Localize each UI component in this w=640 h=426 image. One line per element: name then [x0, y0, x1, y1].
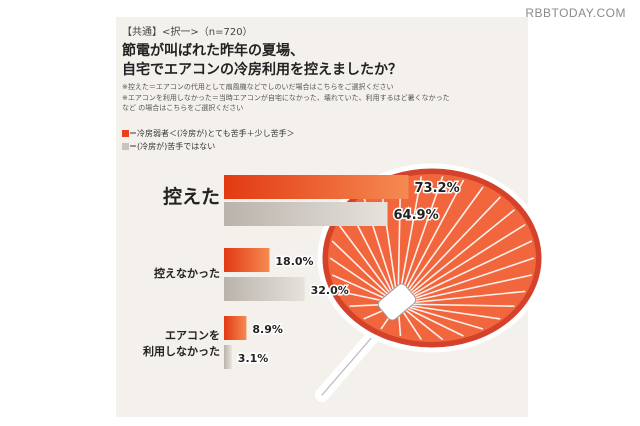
category-label-0-line-1: 控えた	[162, 186, 220, 208]
legend-item-2: ＝(冷房が)苦手ではない	[122, 141, 215, 152]
legend-label-1: ＝冷房弱者＜(冷房が)とても苦手＋少し苦手＞	[129, 129, 295, 138]
legend-item-1: ＝冷房弱者＜(冷房が)とても苦手＋少し苦手＞	[122, 128, 295, 139]
note-1: ※控えた＝エアコンの代用として扇風機などでしのいだ場合はこちらをご選択ください	[122, 83, 394, 91]
fan-neck	[377, 283, 417, 321]
category-label-1-line-1: 控えなかった	[154, 267, 220, 280]
data-label-1-series-0: 18.0%	[275, 255, 313, 268]
fan-rib	[397, 223, 526, 305]
fan-rib	[397, 176, 444, 305]
data-label-2-series-1: 3.1%	[238, 352, 269, 365]
category-label-0: 控えた	[163, 182, 220, 209]
bar-2-series-1	[224, 345, 232, 369]
fan-rib	[331, 240, 399, 305]
fan-rib	[397, 179, 465, 305]
note-3: など の場合はこちらをご選択ください	[122, 104, 244, 112]
fan-rib	[397, 240, 533, 305]
bar-2-series-0	[224, 316, 247, 340]
legend-swatch-2	[122, 143, 129, 150]
data-label-0-series-0: 73.2%	[415, 181, 460, 196]
fan-rib	[397, 303, 484, 330]
fan-rib	[397, 176, 423, 305]
fan-rib	[397, 209, 516, 305]
category-label-1: 控えなかった	[154, 265, 220, 281]
bar-0-series-0	[224, 175, 409, 199]
legend-label-2: ＝(冷房が)苦手ではない	[129, 142, 216, 151]
fan-rib	[397, 179, 402, 305]
watermark: RBBTODAY.COM	[525, 6, 626, 20]
note-2: ※エアコンを利用しなかった＝当時エアコンが自宅になかった、壊れていた、利用するほ…	[122, 94, 450, 102]
bar-1-series-1	[224, 277, 305, 301]
fan-rib	[338, 224, 399, 305]
data-label-2-series-0: 8.9%	[252, 323, 283, 336]
legend-swatch-1	[122, 130, 129, 137]
fan-rib	[397, 290, 526, 305]
fan-illustration	[315, 163, 547, 402]
survey-meta: 【共通】<択一>（n=720）	[122, 27, 253, 38]
fan-rib	[397, 186, 484, 305]
fan-rib	[397, 196, 501, 305]
fan-rib	[397, 303, 501, 320]
data-label-0-series-1: 64.9%	[394, 208, 439, 223]
fan-rib	[397, 257, 535, 305]
category-label-2-line-2: 利用しなかった	[143, 345, 220, 358]
bar-0-series-1	[224, 202, 388, 226]
bars-group: 73.2% 64.9% 18.0% 32.0% 8.9% 3.1%	[224, 175, 461, 369]
data-label-1-series-1: 32.0%	[311, 284, 349, 297]
question-line-2: 自宅でエアコンの冷房利用を控えましたか？	[122, 62, 402, 78]
fan-rib	[397, 274, 532, 305]
question-line-1: 節電が叫ばれた昨年の夏場、	[122, 43, 304, 59]
fan-rib	[397, 303, 464, 337]
fan-rib	[397, 303, 515, 307]
category-label-2-line-1: エアコンを	[165, 329, 220, 342]
bar-1-series-0	[224, 248, 270, 272]
category-label-2: エアコンを 利用しなかった	[143, 328, 220, 360]
